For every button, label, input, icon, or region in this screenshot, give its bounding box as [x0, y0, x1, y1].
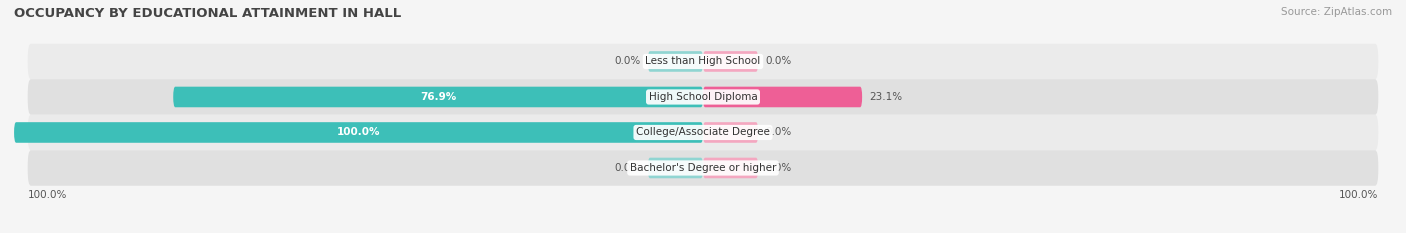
FancyBboxPatch shape	[648, 158, 703, 178]
Text: 100.0%: 100.0%	[1339, 190, 1378, 200]
Text: 0.0%: 0.0%	[614, 163, 641, 173]
Text: 0.0%: 0.0%	[765, 56, 792, 66]
Text: College/Associate Degree: College/Associate Degree	[636, 127, 770, 137]
FancyBboxPatch shape	[28, 115, 1378, 150]
Text: 76.9%: 76.9%	[420, 92, 456, 102]
FancyBboxPatch shape	[28, 44, 1378, 79]
FancyBboxPatch shape	[703, 158, 758, 178]
Text: Bachelor's Degree or higher: Bachelor's Degree or higher	[630, 163, 776, 173]
Text: 23.1%: 23.1%	[869, 92, 903, 102]
Text: 0.0%: 0.0%	[765, 163, 792, 173]
Text: Source: ZipAtlas.com: Source: ZipAtlas.com	[1281, 7, 1392, 17]
Text: High School Diploma: High School Diploma	[648, 92, 758, 102]
Text: 100.0%: 100.0%	[337, 127, 380, 137]
FancyBboxPatch shape	[28, 79, 1378, 115]
FancyBboxPatch shape	[28, 150, 1378, 186]
Text: Less than High School: Less than High School	[645, 56, 761, 66]
Text: 100.0%: 100.0%	[28, 190, 67, 200]
Text: 0.0%: 0.0%	[614, 56, 641, 66]
FancyBboxPatch shape	[648, 51, 703, 72]
Text: OCCUPANCY BY EDUCATIONAL ATTAINMENT IN HALL: OCCUPANCY BY EDUCATIONAL ATTAINMENT IN H…	[14, 7, 401, 20]
FancyBboxPatch shape	[703, 51, 758, 72]
FancyBboxPatch shape	[14, 122, 703, 143]
FancyBboxPatch shape	[703, 122, 758, 143]
FancyBboxPatch shape	[173, 87, 703, 107]
FancyBboxPatch shape	[703, 87, 862, 107]
Text: 0.0%: 0.0%	[765, 127, 792, 137]
